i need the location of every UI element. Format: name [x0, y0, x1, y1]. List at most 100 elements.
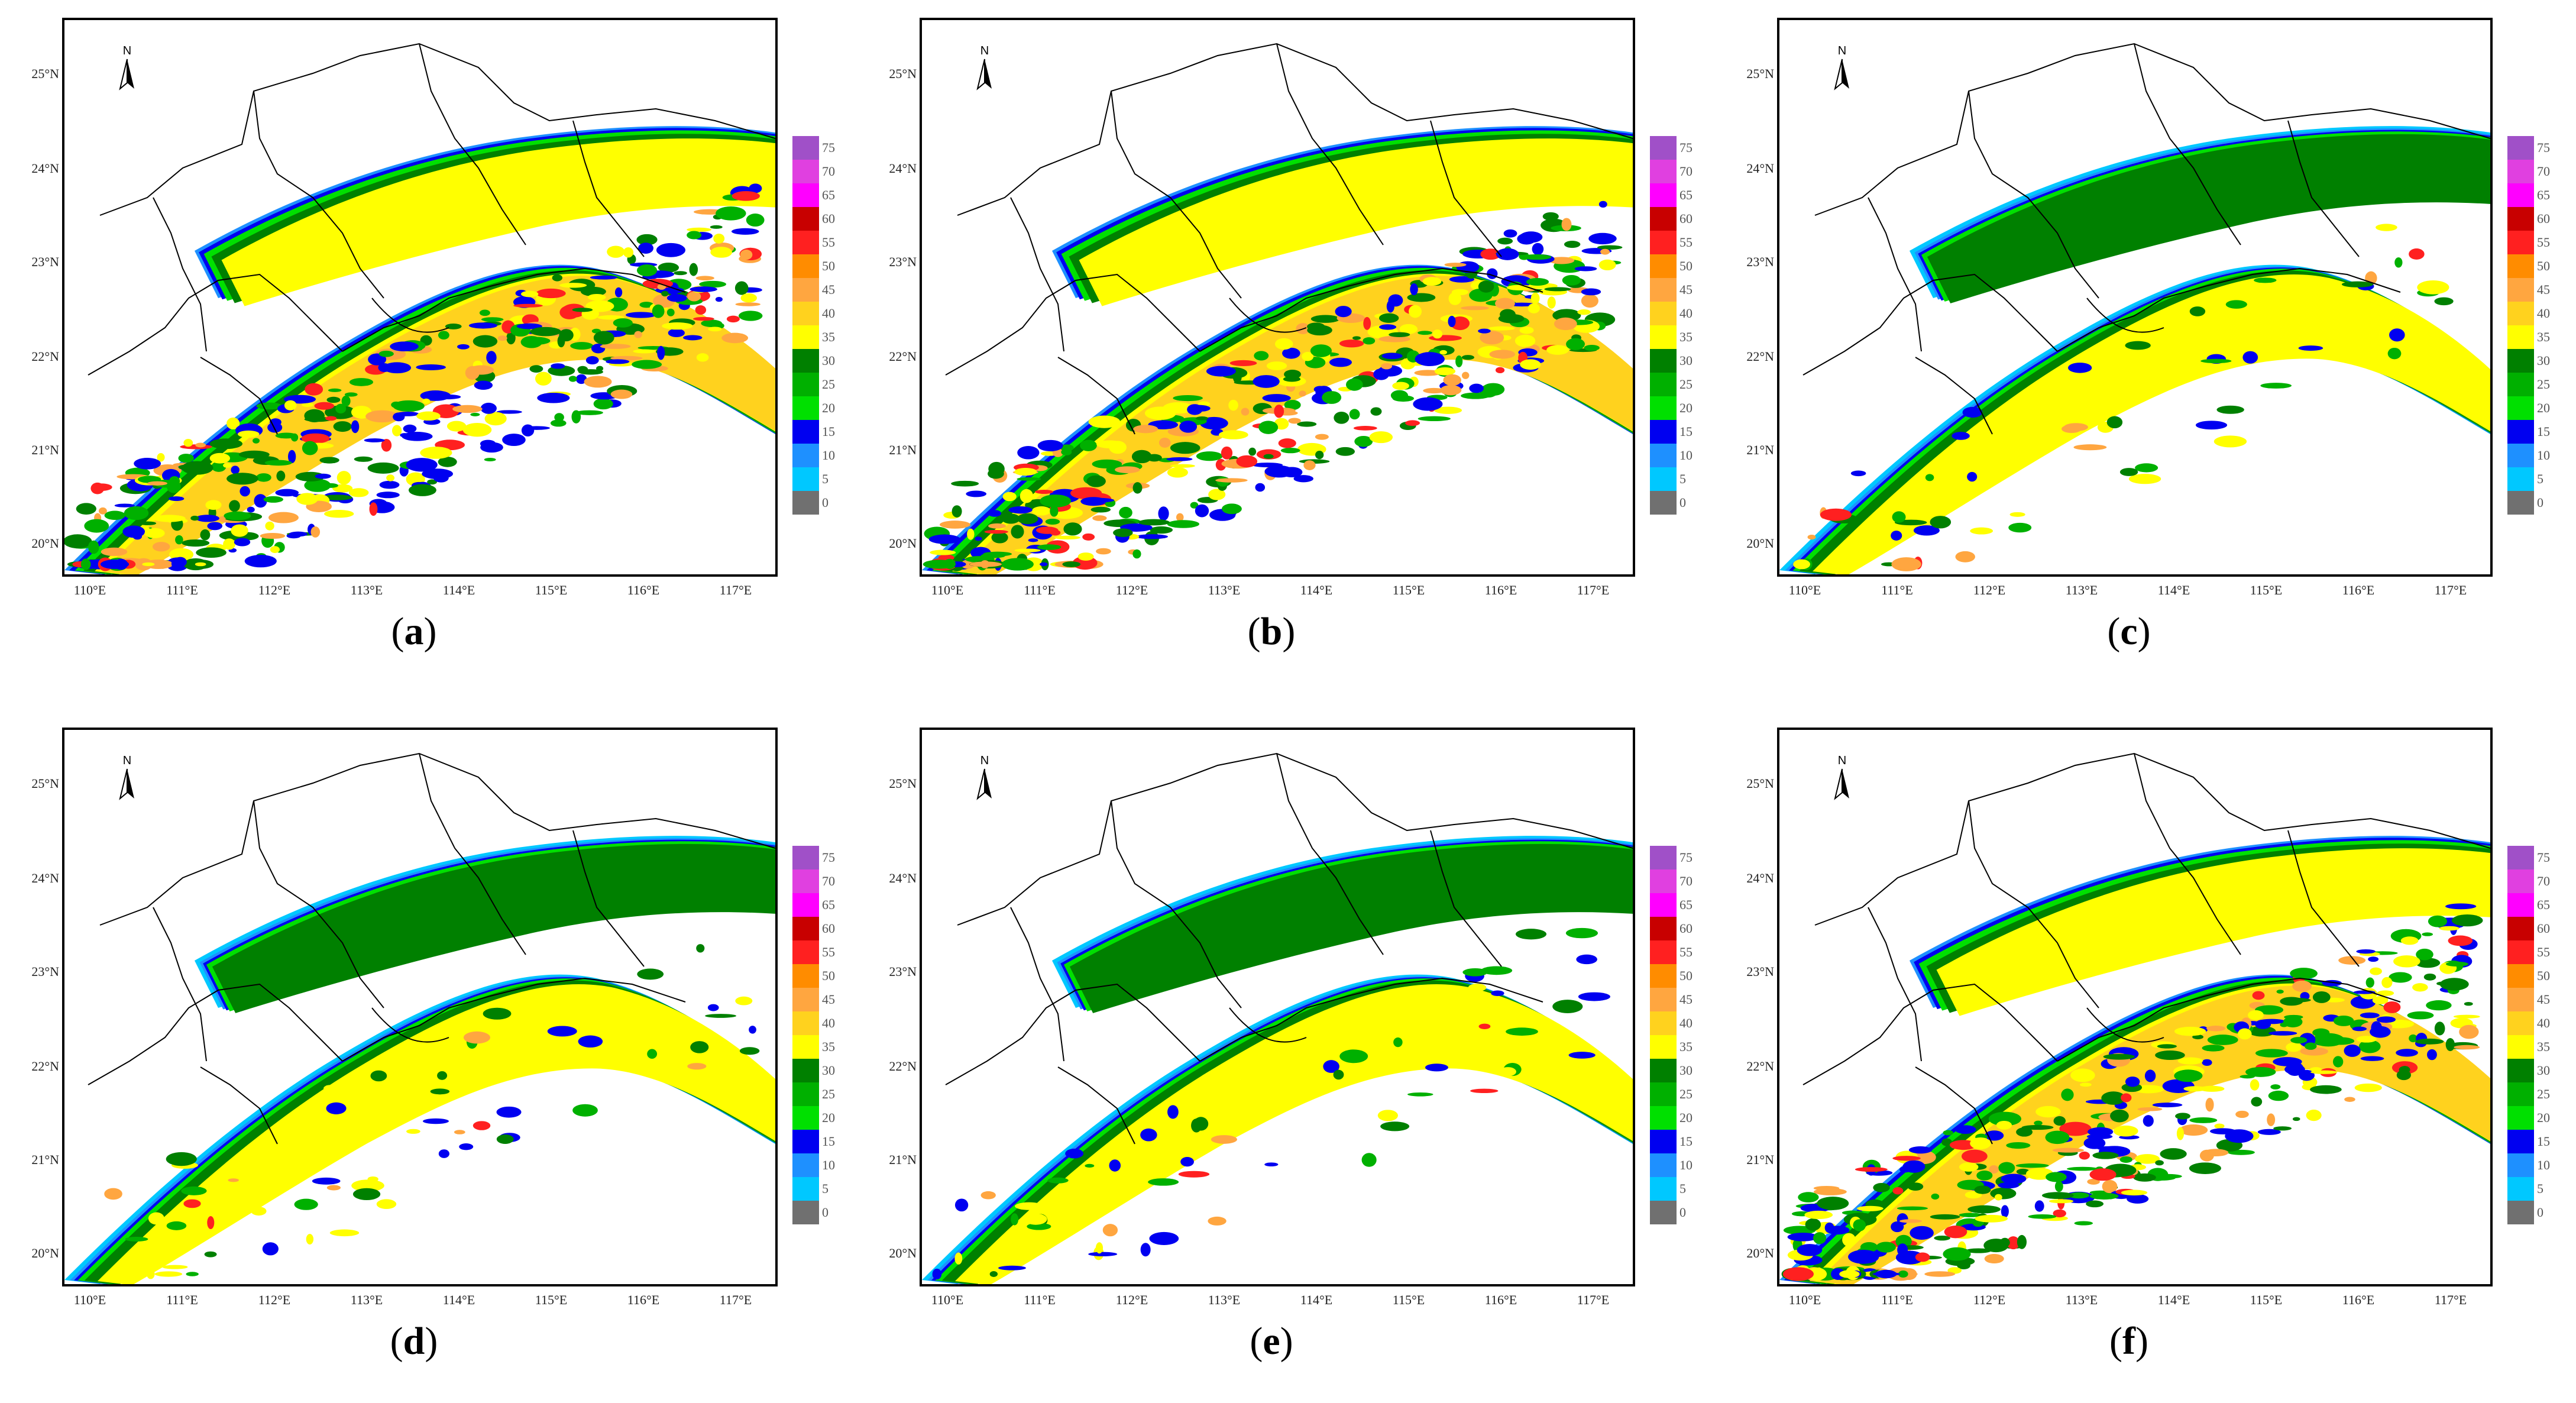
echo-cell	[570, 342, 594, 350]
echo-cell	[1255, 483, 1266, 492]
colorbar-swatch	[2507, 1035, 2534, 1059]
echo-cell	[2089, 1168, 2117, 1181]
echo-cell	[1132, 549, 1141, 559]
echo-cell	[2176, 1127, 2185, 1140]
longitude-label: 117°E	[1577, 1292, 1610, 1307]
echo-cell	[2445, 961, 2468, 967]
echo-cell	[2341, 281, 2374, 287]
echo-cell	[1179, 421, 1198, 433]
boundary-line	[1430, 830, 1502, 967]
echo-cell	[1813, 1185, 1840, 1191]
echo-cell	[1418, 416, 1451, 422]
colorbar-swatch	[1650, 207, 1677, 231]
boundary-line	[2134, 43, 2241, 245]
echo-cell	[195, 442, 206, 448]
echo-cell	[2195, 421, 2228, 430]
echo-cell	[321, 494, 352, 500]
echo-cell	[1166, 457, 1193, 461]
colorbar	[1650, 136, 1677, 515]
colorbar-swatch	[792, 1130, 819, 1153]
echo-cell	[178, 454, 194, 463]
colorbar-swatch	[1650, 846, 1677, 869]
echo-cell	[1930, 1214, 1960, 1220]
echo-cell	[1354, 435, 1373, 447]
echo-cell	[2377, 990, 2394, 996]
echo-cell	[2248, 1010, 2264, 1020]
echo-cell	[1077, 552, 1094, 561]
echo-cell	[537, 392, 570, 403]
colorbar-label: 60	[2537, 921, 2550, 936]
radar-map-e	[920, 728, 1635, 1286]
colorbar-label: 15	[822, 1134, 835, 1149]
echo-cell	[2086, 1200, 2104, 1208]
echo-cell	[1375, 1036, 1388, 1041]
echo-cell	[80, 558, 91, 570]
echo-cell	[1262, 394, 1291, 402]
echo-cell	[480, 402, 497, 414]
echo-cell	[376, 1199, 397, 1210]
echo-cell	[1178, 1171, 1210, 1178]
echo-cell	[1470, 1088, 1499, 1094]
echo-cell	[1180, 1156, 1194, 1167]
echo-cell	[2370, 1026, 2391, 1038]
echo-cell	[229, 500, 240, 512]
echo-cell	[1839, 1270, 1860, 1278]
echo-cell	[572, 308, 593, 312]
echo-cell	[1399, 324, 1418, 334]
echo-cell	[1418, 331, 1432, 335]
echo-cell	[1001, 558, 1034, 571]
echo-cell	[1407, 293, 1436, 302]
colorbar-labels: 75 70 65 60 55 50 45 40 35 30 25 20 15 10 5 0	[2537, 846, 2550, 1224]
echo-cell	[267, 422, 283, 433]
echo-cell	[1113, 528, 1133, 537]
colorbar-swatch	[1650, 1011, 1677, 1035]
echo-cell	[1989, 1165, 1999, 1174]
echo-cell	[739, 1047, 760, 1055]
echo-cell	[365, 410, 399, 423]
echo-cell	[551, 363, 565, 369]
echo-cell	[1040, 494, 1072, 507]
caption-open-paren: (	[2109, 1320, 2122, 1363]
echo-cell	[1462, 968, 1488, 977]
echo-cell	[2360, 1012, 2380, 1019]
echo-cell	[1353, 426, 1377, 431]
colorbar-label: 70	[822, 874, 835, 888]
colorbar-label: 30	[822, 353, 835, 368]
colorbar-label: 45	[1679, 992, 1692, 1007]
reflectivity-contour	[1079, 138, 1633, 306]
echo-cell	[2258, 1019, 2286, 1024]
echo-cell	[391, 401, 402, 408]
colorbar-labels: 75 70 65 60 55 50 45 40 35 30 25 20 15 10 5 0	[822, 846, 835, 1224]
echo-cell	[2393, 955, 2420, 968]
echo-cell	[2451, 914, 2483, 927]
colorbar-label: 10	[1679, 1158, 1692, 1172]
echo-cell	[2358, 1040, 2381, 1053]
echo-cell	[2394, 257, 2403, 268]
echo-cell	[930, 549, 956, 555]
echo-cell	[1335, 447, 1355, 456]
boundary-line	[1802, 273, 2058, 376]
echo-cell	[2110, 1109, 2129, 1123]
echo-cell	[656, 243, 685, 257]
echo-cell	[1281, 467, 1303, 478]
longitude-label: 111°E	[1024, 583, 1056, 597]
longitude-label: 111°E	[1881, 583, 1913, 597]
echo-cell	[695, 305, 707, 315]
echo-cell	[687, 227, 711, 232]
caption-close-paren: )	[2135, 1320, 2148, 1363]
colorbar-swatch	[1650, 869, 1677, 893]
echo-cell	[1998, 1162, 2015, 1174]
echo-cell	[368, 353, 387, 366]
echo-cell	[1215, 478, 1248, 483]
echo-cell	[2200, 358, 2232, 364]
echo-cell	[746, 214, 765, 227]
boundary-line	[2134, 753, 2241, 955]
echo-cell	[1548, 257, 1575, 264]
echo-cell	[351, 420, 360, 434]
boundary-line	[1868, 907, 1922, 1062]
latitude-label: 20°N	[889, 536, 917, 551]
latitude-label: 22°N	[31, 349, 59, 364]
echo-cell	[403, 424, 417, 433]
echo-cell	[597, 315, 624, 320]
colorbar-swatch	[1650, 1082, 1677, 1106]
